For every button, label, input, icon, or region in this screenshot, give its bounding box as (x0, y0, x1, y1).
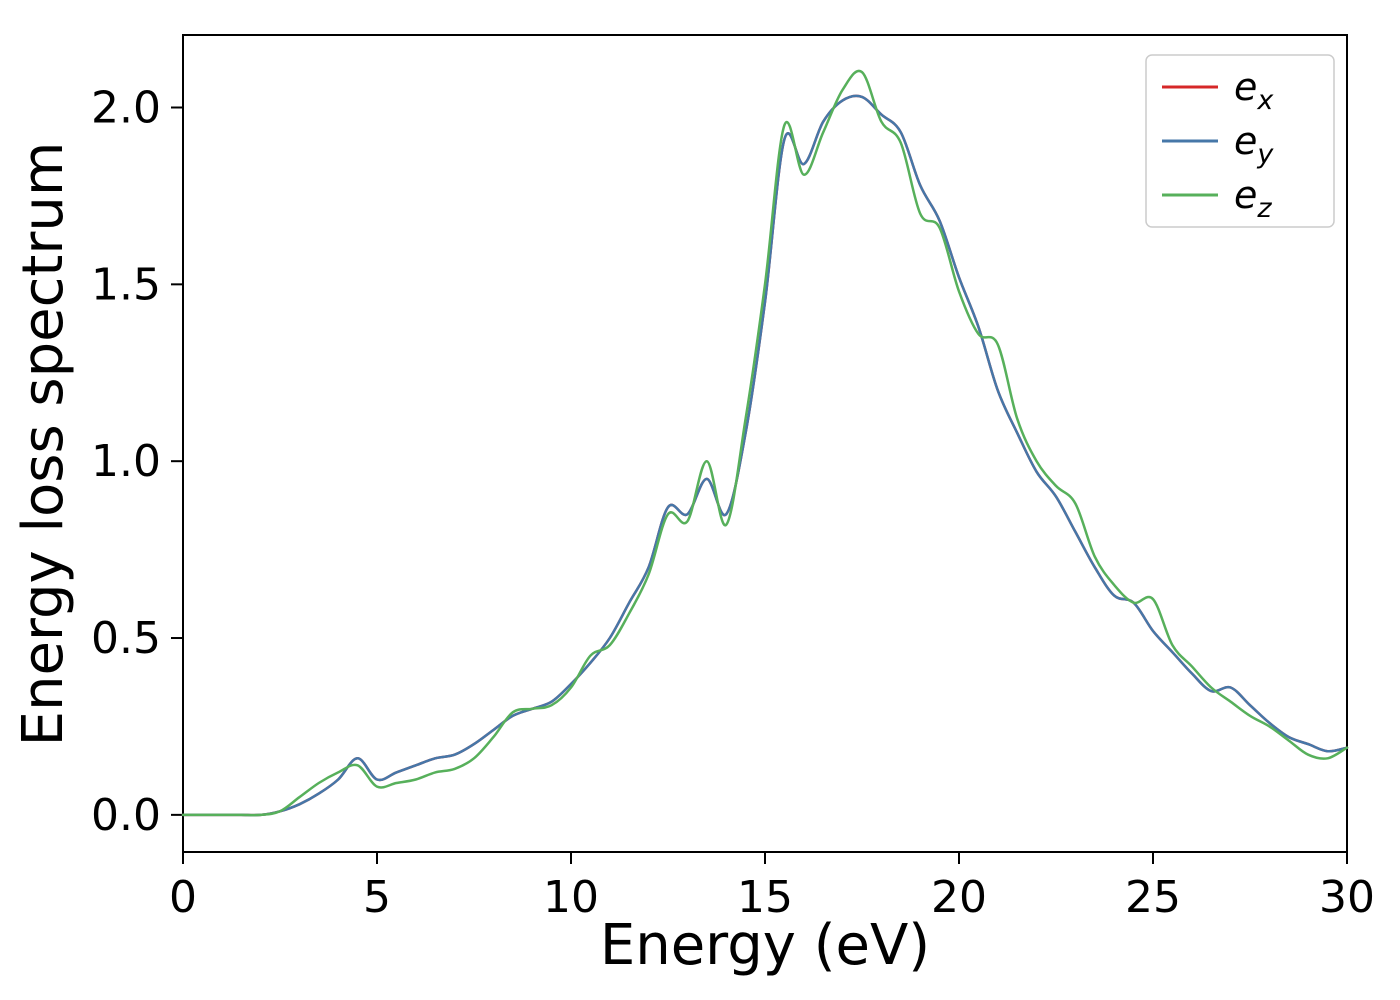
x-tick-label: 15 (737, 872, 793, 923)
y-axis-ticks: 0.0 0.5 1.0 1.5 2.0 (91, 83, 183, 841)
x-axis-ticks: 0 5 10 15 20 25 30 (169, 852, 1375, 923)
x-tick-label: 30 (1319, 872, 1375, 923)
y-tick-label: 0.0 (91, 790, 161, 841)
series-line-e_z (181, 69, 1349, 817)
y-axis-label: Energy loss spectrum (11, 142, 76, 747)
y-tick-label: 2.0 (91, 83, 161, 134)
x-tick-label: 10 (543, 872, 599, 923)
y-tick-label: 0.5 (91, 613, 161, 664)
x-tick-label: 25 (1125, 872, 1181, 923)
x-axis-label: Energy (eV) (600, 913, 930, 978)
y-tick-label: 1.5 (91, 259, 161, 310)
legend-box (1145, 54, 1335, 228)
series-line-e_y (181, 94, 1349, 817)
x-tick-label: 0 (169, 872, 197, 923)
x-tick-label: 20 (931, 872, 987, 923)
y-tick-label: 1.0 (91, 436, 161, 487)
x-tick-label: 5 (363, 872, 391, 923)
